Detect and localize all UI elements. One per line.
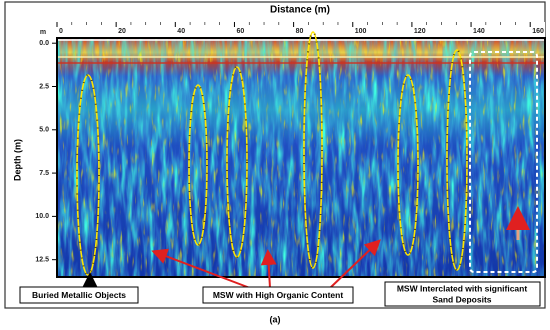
annotation: Sand Deposits: [432, 294, 491, 304]
radargram: [57, 38, 545, 277]
dashed-box: [469, 51, 538, 273]
x-tick-label: 160: [532, 28, 544, 35]
x-tick-label: 100: [355, 28, 367, 35]
surface-band: [57, 62, 545, 64]
x-tick-label: 140: [473, 28, 485, 35]
y-unit: m: [40, 29, 46, 36]
y-tick-label: 2.5: [39, 83, 49, 90]
y-tick-label: 10.0: [35, 213, 49, 220]
top-axis-band: [57, 22, 545, 38]
x-tick-label: 80: [296, 28, 304, 35]
annotation-box: [202, 286, 354, 304]
annotation-box: [19, 286, 139, 304]
surface-band: [57, 38, 545, 41]
x-tick-label: 40: [177, 28, 185, 35]
annotation: Buried Metallic Objects: [32, 290, 126, 300]
y-tick-label: 0.0: [39, 40, 49, 47]
y-tick-label: 5.0: [39, 127, 49, 134]
annotation: MSW with High Organic Content: [213, 290, 343, 300]
annotation-shapes: [76, 31, 538, 289]
caption: (a): [270, 314, 281, 324]
radargram-speckle: [57, 38, 545, 277]
plot-frame: [56, 37, 546, 278]
annotation-box: [384, 281, 541, 307]
arrow: [151, 248, 251, 289]
x-tick-label: 0: [59, 28, 63, 35]
x-tick-label: 120: [414, 28, 426, 35]
arrow: [260, 249, 277, 289]
x-tick-label: 20: [118, 28, 126, 35]
x-axis-title: Distance (m): [270, 5, 330, 16]
arrow: [329, 239, 381, 289]
y-tick-label: 12.5: [35, 257, 49, 264]
y-tick-label: 7.5: [39, 170, 49, 177]
y-axis-title: Depth (m): [12, 139, 22, 181]
x-tick-label: 60: [236, 28, 244, 35]
surface-band: [57, 56, 545, 58]
axes: 0 20 40 60 80 100 120 140 160 0.0 2.5 5.0 7.5 10.0 12.…: [35, 22, 544, 264]
annotation: MSW Interclated with significant: [397, 283, 528, 293]
